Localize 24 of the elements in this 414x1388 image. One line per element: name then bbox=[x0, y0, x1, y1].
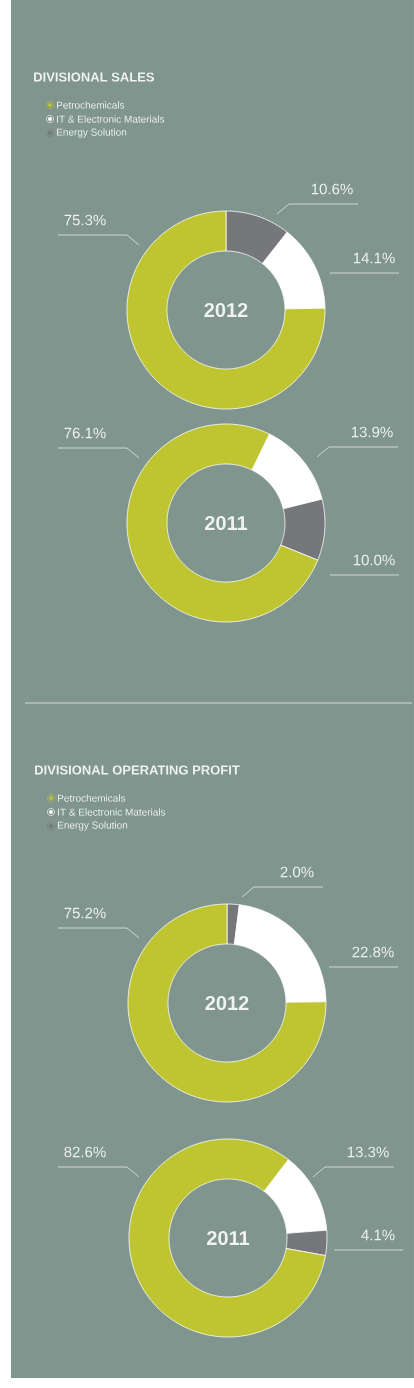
data-label: 4.1% bbox=[361, 1229, 395, 1241]
slice-label: 2011 bbox=[206, 1230, 250, 1246]
data-label: 13.3% bbox=[347, 1146, 389, 1158]
data-label: 14.1% bbox=[353, 252, 395, 264]
legend-label: IT & Electronic Materials bbox=[57, 115, 165, 123]
slice-label: 2011 bbox=[204, 515, 248, 531]
chart-title: DIVISIONAL OPERATING PROFIT bbox=[35, 765, 240, 775]
data-label: 75.2% bbox=[64, 907, 106, 919]
legend-label: IT & Electronic Materials bbox=[58, 808, 166, 816]
legend-label: Energy Solution bbox=[58, 821, 128, 831]
data-label: 22.8% bbox=[352, 946, 394, 958]
data-label: 82.6% bbox=[64, 1146, 106, 1158]
data-label: 75.3% bbox=[64, 214, 106, 226]
legend-label: Energy Solution bbox=[57, 128, 127, 138]
data-label: 10.6% bbox=[311, 183, 353, 195]
data-label: 10.0% bbox=[353, 554, 395, 566]
legend-label: Petrochemicals bbox=[57, 101, 125, 109]
legend-label: Petrochemicals bbox=[58, 794, 126, 802]
data-label: 13.9% bbox=[351, 426, 393, 438]
data-label: 2.0% bbox=[280, 866, 314, 878]
data-label: 76.1% bbox=[64, 427, 106, 439]
slice-label: 2012 bbox=[204, 302, 248, 318]
slice-label: 2012 bbox=[205, 995, 249, 1011]
chart-title: DIVISIONAL SALES bbox=[34, 72, 155, 82]
